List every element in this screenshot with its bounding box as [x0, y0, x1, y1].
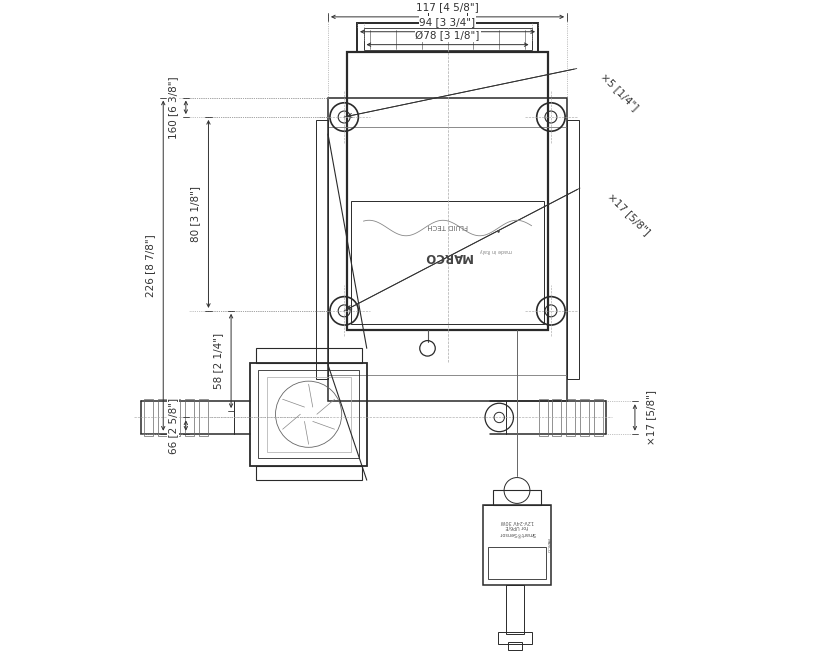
Bar — [185, 400, 194, 436]
Bar — [428, 10, 467, 24]
Bar — [348, 52, 548, 330]
Bar — [483, 505, 551, 585]
Bar — [498, 632, 531, 644]
Bar — [593, 400, 602, 436]
Bar — [157, 400, 166, 436]
Text: 80 [3 1/8"]: 80 [3 1/8"] — [190, 186, 200, 242]
Text: Smart®Sensor
for UP6/E
12V-24V 30W: Smart®Sensor for UP6/E 12V-24V 30W — [499, 519, 536, 536]
Bar — [580, 400, 589, 436]
Bar — [316, 120, 328, 379]
Bar — [567, 120, 578, 379]
Bar — [255, 466, 362, 480]
Text: MARCO: MARCO — [424, 250, 472, 263]
Text: ×17 [5/8"]: ×17 [5/8"] — [646, 390, 656, 445]
Bar — [539, 400, 548, 436]
Text: MARCO: MARCO — [545, 538, 550, 553]
Text: ×17 [5/8"]: ×17 [5/8"] — [606, 191, 652, 237]
Bar — [328, 97, 567, 402]
Bar — [255, 349, 362, 362]
Bar — [506, 585, 524, 634]
Bar — [171, 400, 180, 436]
Bar — [566, 400, 575, 436]
Bar — [357, 24, 538, 52]
Bar — [144, 400, 153, 436]
Bar — [250, 362, 367, 466]
Text: 66 [2 5/8"]: 66 [2 5/8"] — [168, 398, 178, 454]
Text: FLUID TECH: FLUID TECH — [427, 222, 468, 228]
Text: 226 [8 7/8"]: 226 [8 7/8"] — [145, 234, 155, 297]
Bar — [363, 28, 531, 50]
Text: 58 [2 1/4"]: 58 [2 1/4"] — [213, 333, 223, 389]
Text: made in Italy: made in Italy — [480, 248, 513, 252]
Text: ×5 [1/4"]: ×5 [1/4"] — [599, 71, 640, 112]
Bar — [493, 490, 541, 505]
Bar — [351, 201, 545, 324]
Bar — [199, 400, 208, 436]
Bar — [443, 0, 452, 3]
Bar — [508, 642, 522, 650]
Text: •: • — [494, 224, 499, 233]
Text: 117 [4 5/8"]: 117 [4 5/8"] — [416, 2, 479, 12]
Bar — [258, 370, 359, 458]
Bar — [440, 3, 456, 10]
Bar — [489, 547, 545, 579]
Text: Ø78 [3 1/8"]: Ø78 [3 1/8"] — [415, 31, 480, 41]
Text: 94 [3 3/4"]: 94 [3 3/4"] — [419, 17, 475, 27]
Bar — [552, 400, 561, 436]
Text: 160 [6 3/8"]: 160 [6 3/8"] — [168, 76, 178, 139]
Bar — [267, 377, 351, 452]
